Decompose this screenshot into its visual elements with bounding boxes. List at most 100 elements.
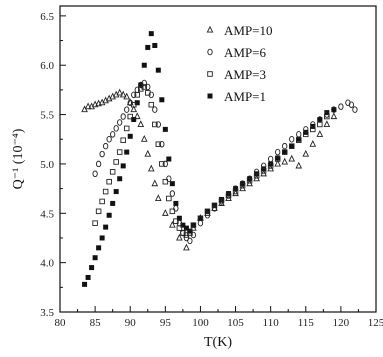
data-point [310, 121, 316, 128]
data-point [113, 159, 119, 165]
data-point [140, 135, 148, 142]
data-point [281, 149, 288, 155]
data-point [126, 98, 134, 106]
data-point [338, 103, 344, 110]
data-point [296, 137, 302, 143]
data-point [92, 170, 98, 178]
data-point [110, 131, 116, 138]
data-point [148, 101, 155, 108]
data-point [120, 163, 126, 169]
axes: 80 85 90 95 100 105 110 115 120 125 3.5 4.0 4.5 5.0 5.… [40, 11, 383, 329]
data-point [183, 243, 190, 251]
y-tick-label: 6.5 [40, 11, 54, 23]
data-point [316, 130, 324, 137]
data-point [169, 190, 176, 197]
data-point [95, 208, 102, 215]
data-point [166, 156, 172, 162]
data-point [218, 199, 225, 206]
data-point [155, 141, 162, 147]
data-point [295, 161, 303, 169]
data-point [96, 245, 102, 251]
data-point [268, 155, 274, 163]
legend-label: AMP=10 [224, 23, 273, 38]
data-point [239, 180, 246, 187]
x-tick-label: 110 [263, 317, 280, 329]
data-point [155, 121, 161, 128]
data-point [102, 188, 109, 195]
data-point [232, 185, 239, 192]
legend-marker [207, 71, 213, 77]
data-point [267, 164, 274, 172]
data-point [134, 86, 140, 94]
plot-border [59, 5, 377, 313]
data-point [330, 112, 338, 120]
data-point [148, 91, 154, 99]
x-axis-label: T(K) [204, 335, 232, 350]
data-point [106, 178, 112, 185]
data-point [110, 200, 116, 206]
data-point [310, 123, 316, 129]
data-point [123, 92, 131, 100]
data-point [99, 150, 105, 158]
data-point [130, 105, 138, 113]
data-point [173, 200, 179, 206]
legend-label: AMP=3 [224, 67, 266, 82]
y-tick-label: 4.0 [40, 258, 54, 270]
data-point [137, 120, 145, 127]
data-point [169, 220, 176, 228]
x-tick-label: 100 [192, 317, 209, 329]
data-point [187, 237, 193, 245]
legend-label: AMP=6 [224, 45, 267, 60]
data-point [159, 97, 165, 103]
data-point [159, 161, 165, 167]
data-point [176, 215, 182, 221]
y-tick-label: 4.5 [40, 208, 54, 220]
data-point [190, 223, 197, 231]
data-point [289, 136, 295, 143]
plot-frame [59, 5, 377, 313]
data-point [155, 67, 161, 73]
data-point [317, 121, 323, 128]
data-point [260, 169, 267, 177]
data-point [317, 116, 323, 123]
data-point [92, 255, 98, 261]
data-point [84, 102, 92, 110]
data-point [225, 192, 232, 199]
data-point [106, 212, 112, 218]
data-point [152, 106, 158, 113]
x-tick-label: 95 [160, 317, 172, 329]
data-point [85, 274, 91, 280]
data-point [119, 90, 127, 98]
data-point [190, 222, 197, 228]
x-tick-label: 85 [90, 317, 102, 329]
y-axis-label: Q⁻¹ (10⁻⁴) [11, 128, 26, 189]
data-point [302, 149, 310, 157]
x-tick-label: 120 [333, 317, 350, 329]
x-tick-label: 80 [55, 317, 67, 329]
data-point [133, 112, 141, 120]
data-point [288, 143, 295, 149]
data-point [197, 215, 203, 221]
data-point [309, 139, 317, 147]
x-tick-label: 125 [368, 317, 383, 329]
data-point [92, 220, 98, 226]
data-point [331, 107, 337, 113]
y-tick-label: 5.0 [40, 159, 54, 171]
data-point [324, 110, 330, 116]
data-point [103, 224, 109, 230]
data-point [162, 209, 169, 216]
data-point [106, 136, 112, 143]
data-point [246, 175, 253, 182]
data-point [166, 175, 172, 182]
data-point [348, 101, 355, 108]
data-point [127, 113, 133, 120]
data-point [239, 184, 246, 192]
data-point [204, 208, 210, 214]
data-point [117, 176, 123, 182]
data-point [190, 231, 197, 239]
data-point [148, 31, 154, 37]
data-point [131, 117, 137, 123]
data-point [303, 126, 309, 133]
data-point [296, 136, 302, 142]
data-point [120, 137, 126, 143]
